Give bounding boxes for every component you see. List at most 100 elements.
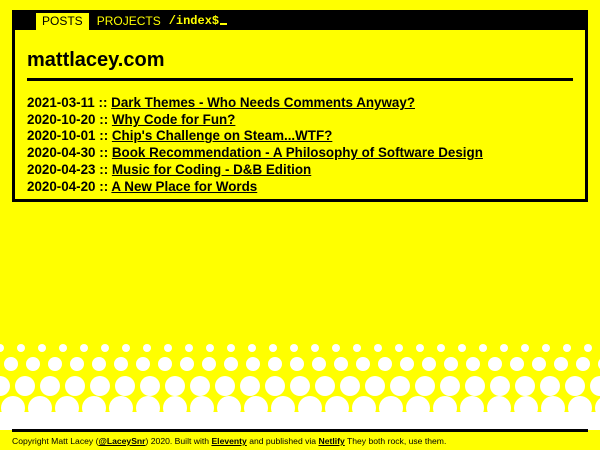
post-separator: :: (99, 145, 109, 161)
dot-decoration (378, 357, 392, 371)
dot-decoration (143, 344, 151, 352)
dot-decoration (515, 376, 535, 396)
dot-decoration (500, 344, 508, 352)
dot-decoration (140, 376, 160, 396)
dot-decoration (365, 376, 385, 396)
post-item: 2020-10-01 :: Chip's Challenge on Steam.… (27, 128, 483, 145)
footer-handle-link[interactable]: @LaceySnr (98, 436, 146, 446)
footer-netlify-link[interactable]: Netlify (318, 436, 345, 446)
dot-decoration (90, 376, 110, 396)
dot-decoration (115, 376, 135, 396)
dot-decoration (290, 344, 298, 352)
post-date: 2021-03-11 (27, 95, 95, 110)
cursor-icon (220, 23, 228, 25)
dot-decoration (466, 357, 480, 371)
footer: Copyright Matt Lacey (@LaceySnr) 2020. B… (12, 436, 446, 446)
dot-decoration (416, 344, 424, 352)
dot-decoration (268, 357, 282, 371)
dot-decoration (415, 376, 435, 396)
dot-decoration (15, 376, 35, 396)
dot-decoration (65, 376, 85, 396)
post-date: 2020-04-20 (27, 178, 96, 194)
post-list: 2021-03-11 :: Dark Themes - Who Needs Co… (27, 95, 483, 195)
dot-decoration (521, 344, 529, 352)
dot-decoration (334, 357, 348, 371)
dot-decoration (542, 344, 550, 352)
dot-decoration (246, 357, 260, 371)
dot-decoration (490, 376, 510, 396)
footer-eleventy-link[interactable]: Eleventy (211, 436, 247, 446)
main-panel: POSTS PROJECTS /index$ mattlacey.com 202… (12, 10, 588, 202)
dot-decoration (374, 344, 382, 352)
dot-decoration (312, 357, 326, 371)
footer-and: and published via (246, 436, 319, 446)
post-separator: :: (98, 95, 108, 110)
footer-prefix: Copyright Matt Lacey ( (12, 436, 99, 446)
title-divider (27, 78, 573, 81)
post-item: 2020-04-23 :: Music for Coding - D&B Edi… (27, 162, 483, 179)
dot-decoration (202, 357, 216, 371)
dot-decoration (122, 344, 130, 352)
dot-decoration (40, 376, 60, 396)
dot-decoration (4, 357, 18, 371)
post-link[interactable]: Chip's Challenge on Steam...WTF? (111, 128, 333, 144)
dot-decoration (190, 376, 210, 396)
dot-decoration (390, 376, 410, 396)
dot-decoration (488, 357, 502, 371)
post-separator: :: (99, 161, 109, 177)
post-separator: :: (99, 128, 109, 144)
dot-decoration (311, 344, 319, 352)
decorative-dots-pattern (0, 344, 600, 430)
dot-decoration (353, 344, 361, 352)
post-link[interactable]: Book Recommendation - A Philosophy of So… (111, 145, 483, 161)
dot-decoration (265, 376, 285, 396)
post-link[interactable]: A New Place for Words (111, 178, 258, 194)
dot-decoration (165, 376, 185, 396)
nav-projects-tab[interactable]: PROJECTS (96, 14, 161, 28)
dot-decoration (26, 357, 40, 371)
post-link[interactable]: Music for Coding - D&B Edition (111, 161, 312, 177)
dot-decoration (332, 344, 340, 352)
dot-decoration (224, 357, 238, 371)
dot-decoration (554, 357, 568, 371)
dot-decoration (180, 357, 194, 371)
post-item: 2020-10-20 :: Why Code for Fun? (27, 112, 483, 129)
dot-band-base (0, 412, 600, 430)
dot-decoration (395, 344, 403, 352)
dot-decoration (356, 357, 370, 371)
dot-decoration (400, 357, 414, 371)
post-separator: :: (99, 178, 109, 194)
dot-decoration (444, 357, 458, 371)
top-nav: POSTS PROJECTS /index$ (15, 13, 585, 30)
dot-decoration (158, 357, 172, 371)
dot-decoration (92, 357, 106, 371)
post-link[interactable]: Dark Themes - Who Needs Comments Anyway? (111, 95, 415, 110)
dot-decoration (215, 376, 235, 396)
dot-decoration (0, 344, 4, 352)
post-separator: :: (99, 111, 109, 127)
dot-decoration (164, 344, 172, 352)
dot-decoration (465, 376, 485, 396)
dot-decoration (59, 344, 67, 352)
dot-decoration (0, 376, 10, 396)
post-link[interactable]: Why Code for Fun? (111, 111, 236, 127)
dot-decoration (565, 376, 585, 396)
dot-decoration (101, 344, 109, 352)
dot-decoration (114, 357, 128, 371)
nav-posts-tab[interactable]: POSTS (36, 13, 89, 30)
dot-decoration (206, 344, 214, 352)
dot-decoration (576, 357, 590, 371)
dot-decoration (240, 376, 260, 396)
footer-divider (12, 429, 588, 432)
post-item: 2021-03-11 :: Dark Themes - Who Needs Co… (27, 95, 483, 112)
dot-decoration (584, 344, 592, 352)
dot-decoration (48, 357, 62, 371)
dot-decoration (437, 344, 445, 352)
dot-decoration (290, 357, 304, 371)
dot-decoration (422, 357, 436, 371)
dot-decoration (510, 357, 524, 371)
post-date: 2020-04-30 (27, 145, 96, 161)
dot-decoration (38, 344, 46, 352)
dot-decoration (563, 344, 571, 352)
dot-decoration (70, 357, 84, 371)
